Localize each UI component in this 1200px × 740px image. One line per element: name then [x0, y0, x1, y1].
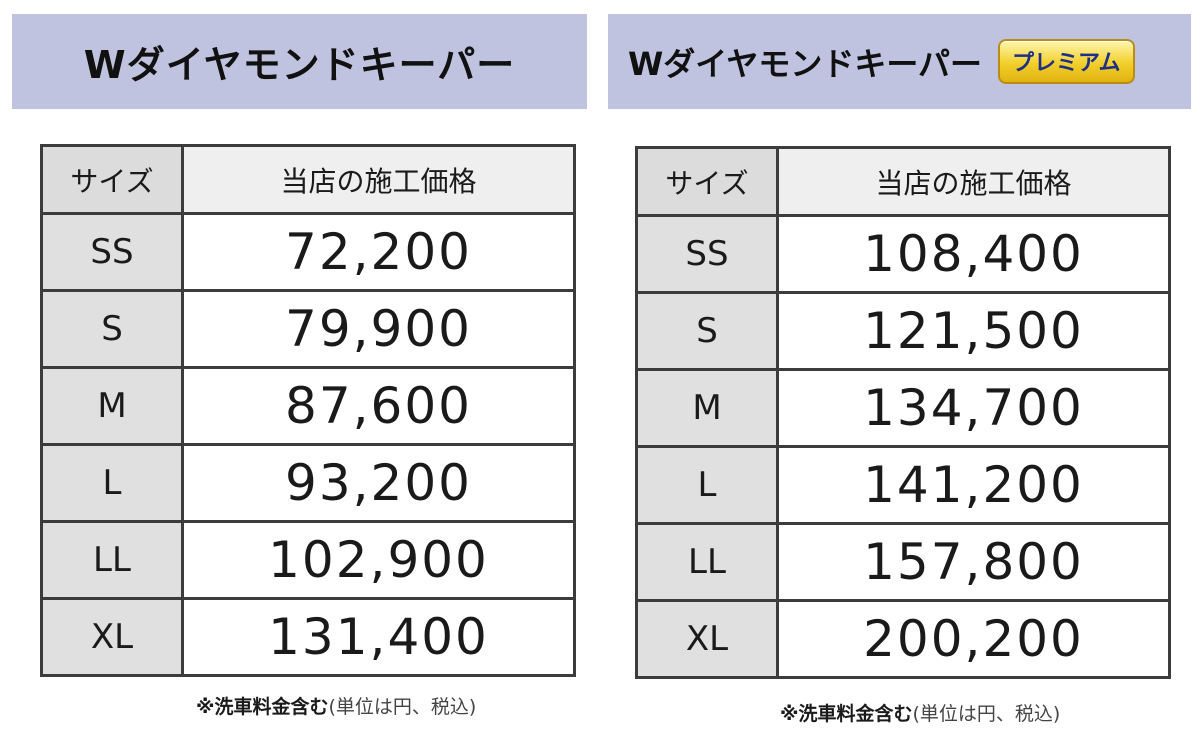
price-cell: 72,200 — [181, 212, 576, 292]
table-row: XL 200,200 — [635, 599, 1171, 679]
price-table: サイズ 当店の施工価格 SS 72,200 S 79,900 M 87,600 … — [40, 144, 576, 677]
footnote-main: ※洗車料金含む — [196, 696, 329, 718]
table-row: M 87,600 — [40, 366, 576, 446]
footnote-unit: (単位は円、税込) — [912, 703, 1061, 725]
table-row: LL 157,800 — [635, 522, 1171, 602]
panel-title: Wダイヤモンドキーパー — [83, 43, 516, 87]
table-row: LL 102,900 — [40, 520, 576, 600]
price-table: サイズ 当店の施工価格 SS 108,400 S 121,500 M 134,7… — [635, 146, 1171, 679]
footnote: ※洗車料金含む(単位は円、税込) — [780, 699, 1060, 726]
price-cell: 108,400 — [776, 214, 1171, 294]
size-cell: LL — [40, 520, 184, 600]
title-bar: Wダイヤモンドキーパー — [12, 14, 587, 109]
size-cell: S — [635, 291, 779, 371]
price-cell: 131,400 — [181, 597, 576, 677]
size-cell: L — [635, 445, 779, 525]
premium-badge: プレミアム — [998, 39, 1135, 84]
footnote: ※洗車料金含む(単位は円、税込) — [196, 692, 476, 719]
size-cell: S — [40, 289, 184, 369]
size-cell: LL — [635, 522, 779, 602]
title-bar: Wダイヤモンドキーパー プレミアム — [608, 14, 1191, 109]
price-cell: 102,900 — [181, 520, 576, 600]
price-cell: 87,600 — [181, 366, 576, 446]
size-column-header: サイズ — [40, 144, 184, 215]
size-cell: XL — [40, 597, 184, 677]
price-cell: 121,500 — [776, 291, 1171, 371]
size-cell: SS — [40, 212, 184, 292]
price-panel-premium: Wダイヤモンドキーパー プレミアム サイズ 当店の施工価格 SS 108,400… — [600, 0, 1200, 740]
price-cell: 79,900 — [181, 289, 576, 369]
table-row: XL 131,400 — [40, 597, 576, 677]
size-cell: M — [40, 366, 184, 446]
table-row: SS 72,200 — [40, 212, 576, 292]
table-header-row: サイズ 当店の施工価格 — [635, 146, 1171, 217]
table-row: S 121,500 — [635, 291, 1171, 371]
price-cell: 141,200 — [776, 445, 1171, 525]
price-cell: 200,200 — [776, 599, 1171, 679]
table-row: L 93,200 — [40, 443, 576, 523]
size-cell: M — [635, 368, 779, 448]
price-cell: 134,700 — [776, 368, 1171, 448]
table-header-row: サイズ 当店の施工価格 — [40, 144, 576, 215]
price-cell: 93,200 — [181, 443, 576, 523]
price-column-header: 当店の施工価格 — [181, 144, 576, 215]
footnote-main: ※洗車料金含む — [780, 703, 913, 725]
table-row: SS 108,400 — [635, 214, 1171, 294]
price-column-header: 当店の施工価格 — [776, 146, 1171, 217]
size-column-header: サイズ — [635, 146, 779, 217]
price-cell: 157,800 — [776, 522, 1171, 602]
price-panel-standard: Wダイヤモンドキーパー サイズ 当店の施工価格 SS 72,200 S 79,9… — [12, 14, 587, 719]
table-row: S 79,900 — [40, 289, 576, 369]
size-cell: XL — [635, 599, 779, 679]
size-cell: L — [40, 443, 184, 523]
table-row: L 141,200 — [635, 445, 1171, 525]
footnote-unit: (単位は円、税込) — [328, 696, 477, 718]
size-cell: SS — [635, 214, 779, 294]
table-row: M 134,700 — [635, 368, 1171, 448]
panel-title: Wダイヤモンドキーパー — [628, 44, 983, 83]
